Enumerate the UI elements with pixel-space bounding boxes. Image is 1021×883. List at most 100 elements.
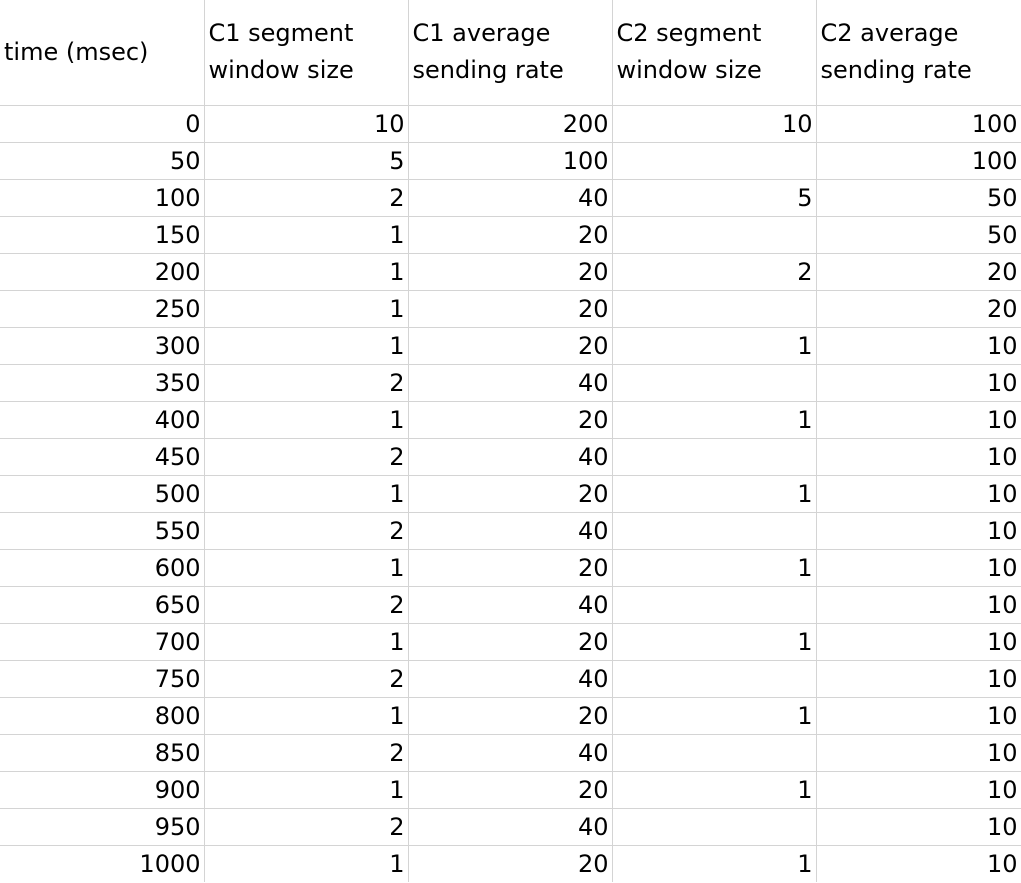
cell-c1-rate[interactable]: 40 [408,179,613,217]
cell-c2-window[interactable]: 1 [612,623,817,661]
cell-c1-window[interactable]: 1 [204,623,409,661]
cell-c2-rate[interactable]: 50 [816,216,1021,254]
cell-c1-rate[interactable]: 40 [408,734,613,772]
cell-c1-window[interactable]: 1 [204,327,409,365]
header-c2-segment-window-size[interactable]: C2 segment window size [612,0,817,106]
cell-time[interactable]: 200 [0,253,205,291]
cell-time[interactable]: 750 [0,660,205,698]
cell-c2-rate[interactable]: 50 [816,179,1021,217]
cell-c1-window[interactable]: 5 [204,142,409,180]
cell-c1-window[interactable]: 2 [204,438,409,476]
cell-c1-rate[interactable]: 40 [408,364,613,402]
cell-c2-window[interactable] [612,512,817,550]
cell-c2-window[interactable] [612,808,817,846]
cell-c2-rate[interactable]: 10 [816,808,1021,846]
cell-time[interactable]: 900 [0,771,205,809]
cell-c1-rate[interactable]: 40 [408,438,613,476]
cell-time[interactable]: 0 [0,105,205,143]
cell-c1-window[interactable]: 2 [204,808,409,846]
cell-c1-rate[interactable]: 20 [408,253,613,291]
cell-c1-window[interactable]: 10 [204,105,409,143]
cell-c1-window[interactable]: 1 [204,475,409,513]
cell-c2-window[interactable] [612,438,817,476]
cell-c2-rate[interactable]: 20 [816,290,1021,328]
cell-c2-window[interactable]: 1 [612,327,817,365]
cell-c1-rate[interactable]: 20 [408,475,613,513]
cell-c2-rate[interactable]: 10 [816,475,1021,513]
cell-time[interactable]: 550 [0,512,205,550]
cell-time[interactable]: 250 [0,290,205,328]
header-time[interactable]: time (msec) [0,0,205,106]
cell-c2-rate[interactable]: 10 [816,549,1021,587]
cell-c1-rate[interactable]: 20 [408,216,613,254]
cell-time[interactable]: 150 [0,216,205,254]
cell-c2-rate[interactable]: 10 [816,512,1021,550]
cell-c1-window[interactable]: 1 [204,549,409,587]
cell-c2-window[interactable]: 1 [612,401,817,439]
cell-time[interactable]: 650 [0,586,205,624]
cell-c1-rate[interactable]: 40 [408,660,613,698]
cell-c1-window[interactable]: 2 [204,734,409,772]
cell-c1-rate[interactable]: 20 [408,327,613,365]
cell-c1-rate[interactable]: 20 [408,771,613,809]
cell-c2-rate[interactable]: 100 [816,142,1021,180]
cell-c2-window[interactable]: 1 [612,549,817,587]
cell-c1-window[interactable]: 1 [204,253,409,291]
cell-c1-window[interactable]: 1 [204,771,409,809]
header-c1-segment-window-size[interactable]: C1 segment window size [204,0,409,106]
cell-time[interactable]: 600 [0,549,205,587]
cell-time[interactable]: 700 [0,623,205,661]
cell-c1-window[interactable]: 1 [204,216,409,254]
cell-time[interactable]: 500 [0,475,205,513]
cell-c2-window[interactable] [612,734,817,772]
cell-c1-rate[interactable]: 20 [408,623,613,661]
cell-c1-rate[interactable]: 40 [408,586,613,624]
cell-c2-rate[interactable]: 10 [816,438,1021,476]
cell-c2-rate[interactable]: 10 [816,364,1021,402]
cell-time[interactable]: 450 [0,438,205,476]
cell-time[interactable]: 350 [0,364,205,402]
cell-c2-rate[interactable]: 10 [816,660,1021,698]
cell-c1-window[interactable]: 2 [204,364,409,402]
cell-c2-rate[interactable]: 10 [816,697,1021,735]
cell-c1-window[interactable]: 1 [204,401,409,439]
cell-c1-window[interactable]: 1 [204,697,409,735]
cell-c2-rate[interactable]: 10 [816,845,1021,882]
cell-c1-rate[interactable]: 20 [408,290,613,328]
cell-c1-window[interactable]: 2 [204,512,409,550]
cell-c2-window[interactable]: 5 [612,179,817,217]
cell-c2-window[interactable]: 1 [612,771,817,809]
cell-time[interactable]: 50 [0,142,205,180]
cell-time[interactable]: 1000 [0,845,205,882]
cell-c1-window[interactable]: 2 [204,660,409,698]
cell-c2-rate[interactable]: 10 [816,771,1021,809]
cell-c2-rate[interactable]: 10 [816,734,1021,772]
header-c1-average-sending-rate[interactable]: C1 average sending rate [408,0,613,106]
cell-c1-rate[interactable]: 20 [408,401,613,439]
cell-c1-rate[interactable]: 20 [408,845,613,882]
cell-c2-rate[interactable]: 10 [816,586,1021,624]
cell-time[interactable]: 100 [0,179,205,217]
cell-c2-window[interactable]: 1 [612,845,817,882]
cell-c2-window[interactable]: 1 [612,697,817,735]
cell-time[interactable]: 850 [0,734,205,772]
cell-c2-rate[interactable]: 10 [816,623,1021,661]
cell-time[interactable]: 400 [0,401,205,439]
cell-c2-rate[interactable]: 10 [816,401,1021,439]
cell-c1-rate[interactable]: 40 [408,808,613,846]
cell-c2-window[interactable]: 1 [612,475,817,513]
cell-c2-window[interactable] [612,586,817,624]
cell-c1-window[interactable]: 2 [204,179,409,217]
cell-c2-window[interactable] [612,142,817,180]
cell-c2-window[interactable]: 10 [612,105,817,143]
cell-time[interactable]: 800 [0,697,205,735]
cell-c2-window[interactable] [612,660,817,698]
cell-c1-window[interactable]: 1 [204,845,409,882]
cell-c2-window[interactable] [612,216,817,254]
header-c2-average-sending-rate[interactable]: C2 average sending rate [816,0,1021,106]
cell-c1-window[interactable]: 1 [204,290,409,328]
cell-c2-window[interactable] [612,290,817,328]
cell-time[interactable]: 950 [0,808,205,846]
cell-c1-rate[interactable]: 100 [408,142,613,180]
cell-c1-rate[interactable]: 20 [408,549,613,587]
